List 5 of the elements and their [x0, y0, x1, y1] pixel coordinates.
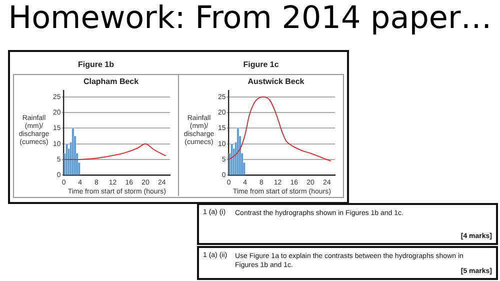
chart-subtitle: Clapham Beck: [83, 77, 140, 86]
chart-title: Figure 1c: [242, 60, 280, 69]
chart-title: Figure 1b: [76, 60, 115, 69]
text: Homework: From 2014 paper…: [7, 0, 493, 36]
chart-subtitle: Austwick Beck: [248, 77, 305, 86]
